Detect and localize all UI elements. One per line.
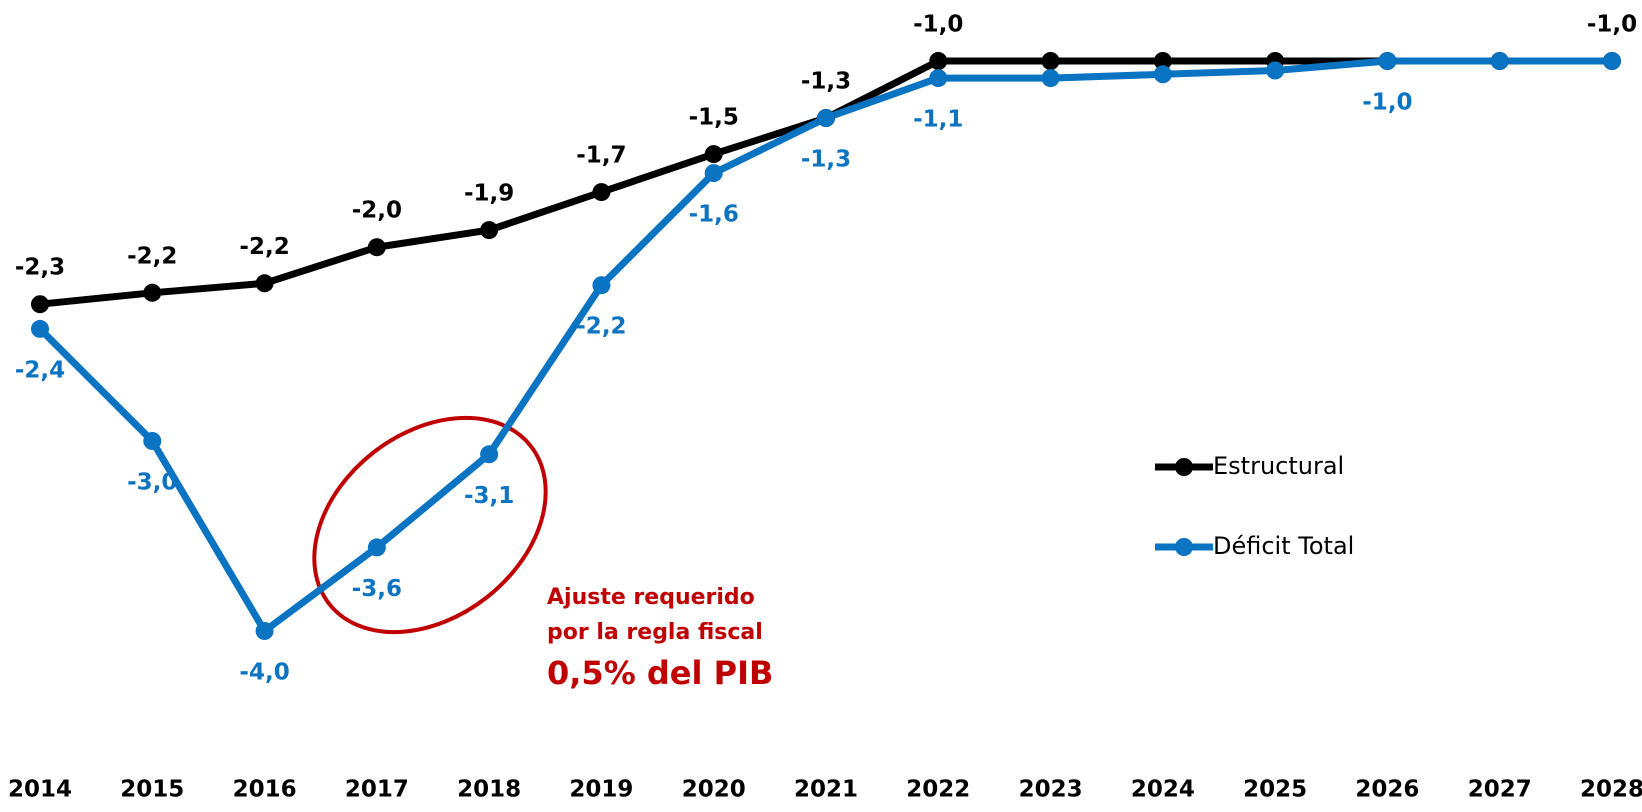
data-label: -1,1 bbox=[913, 107, 963, 133]
data-label: -2,2 bbox=[576, 314, 626, 340]
marker bbox=[929, 52, 948, 70]
marker bbox=[31, 319, 49, 338]
data-label: -1,0 bbox=[1587, 12, 1637, 38]
annotation-text: por la regla fiscal bbox=[547, 620, 763, 645]
x-tick-label: 2017 bbox=[345, 777, 409, 803]
x-tick-label: 2027 bbox=[1468, 777, 1532, 803]
marker bbox=[1041, 52, 1060, 70]
marker bbox=[1153, 52, 1172, 70]
marker bbox=[31, 295, 49, 314]
marker bbox=[929, 69, 948, 88]
marker bbox=[1378, 52, 1397, 70]
data-label: -1,3 bbox=[801, 69, 851, 95]
data-label: -1,3 bbox=[801, 147, 851, 173]
x-tick-label: 2014 bbox=[8, 777, 72, 803]
data-label: -2,4 bbox=[15, 357, 65, 383]
data-label: -1,0 bbox=[913, 12, 963, 38]
marker bbox=[255, 622, 274, 640]
marker bbox=[1603, 52, 1621, 70]
annotation-text: Ajuste requerido bbox=[547, 585, 755, 610]
data-label: -1,9 bbox=[464, 181, 514, 207]
marker bbox=[592, 183, 611, 202]
marker bbox=[367, 538, 386, 557]
x-tick-label: 2018 bbox=[457, 777, 521, 803]
marker bbox=[480, 445, 499, 464]
marker bbox=[592, 276, 611, 295]
data-label: -3,1 bbox=[464, 483, 514, 509]
marker bbox=[143, 283, 162, 302]
data-label: -2,2 bbox=[239, 234, 289, 260]
legend-label: Déficit Total bbox=[1213, 532, 1354, 560]
data-label: -1,0 bbox=[1362, 90, 1412, 116]
legend: Estructural Déficit Total bbox=[1155, 452, 1354, 560]
x-tick-label: 2019 bbox=[569, 777, 633, 803]
data-label: -2,0 bbox=[352, 198, 402, 224]
marker bbox=[255, 274, 274, 293]
marker bbox=[817, 109, 835, 127]
marker bbox=[1153, 65, 1172, 84]
legend-marker bbox=[1175, 538, 1193, 556]
data-label: -2,3 bbox=[15, 255, 65, 281]
x-tick-label: 2015 bbox=[120, 777, 184, 803]
data-label: -1,5 bbox=[689, 105, 739, 131]
x-tick-label: 2028 bbox=[1580, 777, 1642, 803]
legend-marker bbox=[1175, 458, 1193, 476]
x-tick-label: 2022 bbox=[906, 777, 970, 803]
x-tick-label: 2023 bbox=[1019, 777, 1083, 803]
x-tick-label: 2020 bbox=[682, 777, 746, 803]
data-label: -4,0 bbox=[239, 660, 289, 686]
marker bbox=[480, 221, 499, 240]
data-label: -3,0 bbox=[127, 470, 177, 496]
marker bbox=[704, 164, 723, 183]
data-label: -3,6 bbox=[352, 576, 402, 602]
highlight-ellipse bbox=[312, 415, 548, 635]
marker bbox=[143, 432, 162, 450]
x-tick-label: 2026 bbox=[1355, 777, 1419, 803]
marker bbox=[367, 238, 386, 257]
legend-label: Estructural bbox=[1213, 452, 1344, 480]
x-tick-label: 2024 bbox=[1131, 777, 1195, 803]
marker bbox=[704, 145, 723, 164]
data-label: -1,7 bbox=[576, 143, 626, 169]
x-tick-label: 2021 bbox=[794, 777, 858, 803]
data-label: -2,2 bbox=[127, 243, 177, 269]
x-tick-label: 2025 bbox=[1243, 777, 1307, 803]
annotation-highlight: 0,5% del PIB bbox=[547, 654, 773, 692]
marker bbox=[1041, 69, 1060, 88]
data-label: -1,6 bbox=[689, 202, 739, 228]
x-tick-label: 2016 bbox=[233, 777, 297, 803]
marker bbox=[1266, 61, 1285, 80]
marker bbox=[1490, 52, 1509, 70]
